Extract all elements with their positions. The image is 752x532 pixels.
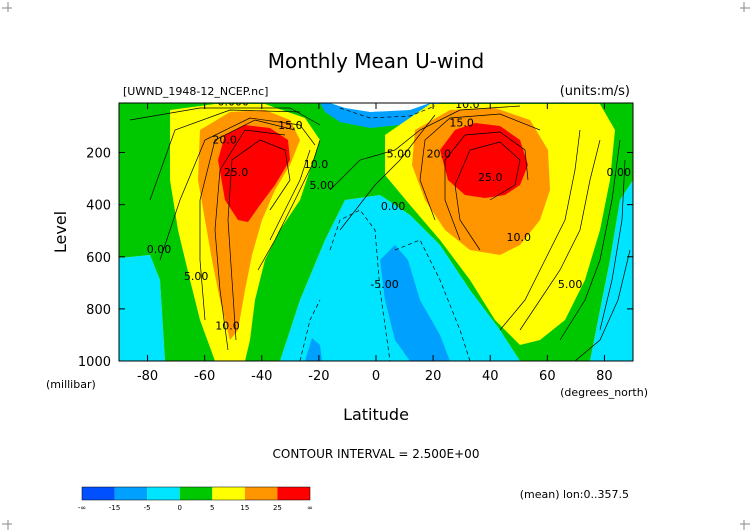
band-cyan-left	[119, 255, 165, 361]
contour-label: 15.0	[449, 116, 474, 129]
colorbar-swatch	[147, 487, 180, 500]
x-tick-label: -40	[251, 369, 272, 384]
contour-label: 20.0	[212, 133, 237, 146]
x-tick-label: -20	[308, 369, 329, 384]
colorbar-swatch	[114, 487, 148, 500]
negative-contours	[299, 105, 471, 361]
y-tick-label: 400	[86, 199, 111, 214]
colorbar-tick-label: 15	[240, 504, 249, 512]
colorbar-swatch	[277, 487, 310, 500]
contour-label: 25.0	[224, 166, 249, 179]
contour-label: 0.00	[606, 166, 631, 179]
contour-label: 25.0	[478, 171, 503, 184]
contour-label: 5.00	[309, 179, 334, 192]
x-axis-units: (degrees_north)	[560, 386, 648, 399]
x-axis-title: Latitude	[343, 405, 409, 424]
colorbar-tick-label: 25	[273, 504, 282, 512]
colorbar-swatch	[244, 487, 278, 500]
contour-field: 0.000 15.0 20.0 25.0 10.0 5.00 0.00 5.00 10.0 10.…	[119, 96, 633, 361]
colorbar-tick-label: ∞	[307, 504, 313, 512]
colorbar-frame	[81, 486, 311, 501]
x-tick-label: 20	[425, 369, 442, 384]
x-tick-label: 0	[372, 369, 380, 384]
footer-text: (mean) lon:0..357.5	[520, 488, 629, 501]
colorbar-tick-label: -15	[109, 504, 120, 512]
colorbar	[81, 486, 311, 501]
colorbar-tick-label: 5	[210, 504, 214, 512]
colorbar-swatch	[82, 487, 115, 500]
contour-label: 0.00	[147, 243, 172, 256]
y-axis-units: (millibar)	[46, 378, 96, 391]
contour-label: 10.0	[507, 231, 532, 244]
band-red-left	[218, 125, 290, 222]
band-cyan-right	[590, 180, 633, 361]
contour-label: 0.000	[217, 96, 249, 109]
band-red-right	[440, 123, 528, 198]
x-axis: -80 -60 -40 -20 0 20 40 60 80	[137, 103, 613, 384]
band-blue-center	[380, 245, 450, 361]
colorbar-tick-label: 0	[177, 504, 181, 512]
y-tick-label: 200	[86, 147, 111, 162]
colorbar-ticks: -∞ -15 -5 0 5 15 25 ∞	[78, 504, 313, 512]
colorbar-swatch	[179, 487, 213, 500]
y-tick-label: 1000	[78, 355, 111, 370]
y-tick-label: 600	[86, 251, 111, 266]
y-tick-label: 800	[86, 303, 111, 318]
contour-label: 10.0	[304, 158, 329, 171]
band-white-top	[330, 103, 430, 112]
band-blue-bottom	[305, 338, 322, 361]
contour-label: 15.0	[278, 119, 303, 132]
contour-label: 10.0	[455, 98, 480, 111]
x-tick-label: 60	[539, 369, 556, 384]
colorbar-tick-label: -∞	[78, 504, 86, 512]
colorbar-tick-label: -5	[144, 504, 151, 512]
y-axis-title: Level	[51, 211, 70, 253]
contour-label: 5.00	[184, 270, 209, 283]
contour-label: 20.0	[427, 148, 452, 161]
dataset-label: [UWND_1948-12_NCEP.nc]	[123, 85, 268, 98]
y-axis: 200 400 600 800 1000	[78, 147, 633, 370]
contour-lines	[129, 105, 631, 361]
x-tick-label: 80	[596, 369, 613, 384]
contour-labels: 0.000 15.0 20.0 25.0 10.0 5.00 0.00 5.00 10.0 10.…	[147, 96, 631, 333]
x-tick-label: -60	[194, 369, 215, 384]
contour-label: 5.00	[387, 148, 412, 161]
units-label: (units:m/s)	[560, 84, 630, 99]
contour-label: 5.00	[558, 278, 583, 291]
x-tick-label: -80	[137, 369, 158, 384]
contour-interval-text: CONTOUR INTERVAL = 2.500E+00	[273, 447, 480, 461]
contour-label: 0.00	[381, 200, 406, 213]
contour-label: 10.0	[215, 320, 240, 333]
contour-label: -5.00	[370, 278, 398, 291]
x-tick-label: 40	[482, 369, 499, 384]
chart-title: Monthly Mean U-wind	[268, 49, 484, 73]
colorbar-swatch	[212, 487, 245, 500]
